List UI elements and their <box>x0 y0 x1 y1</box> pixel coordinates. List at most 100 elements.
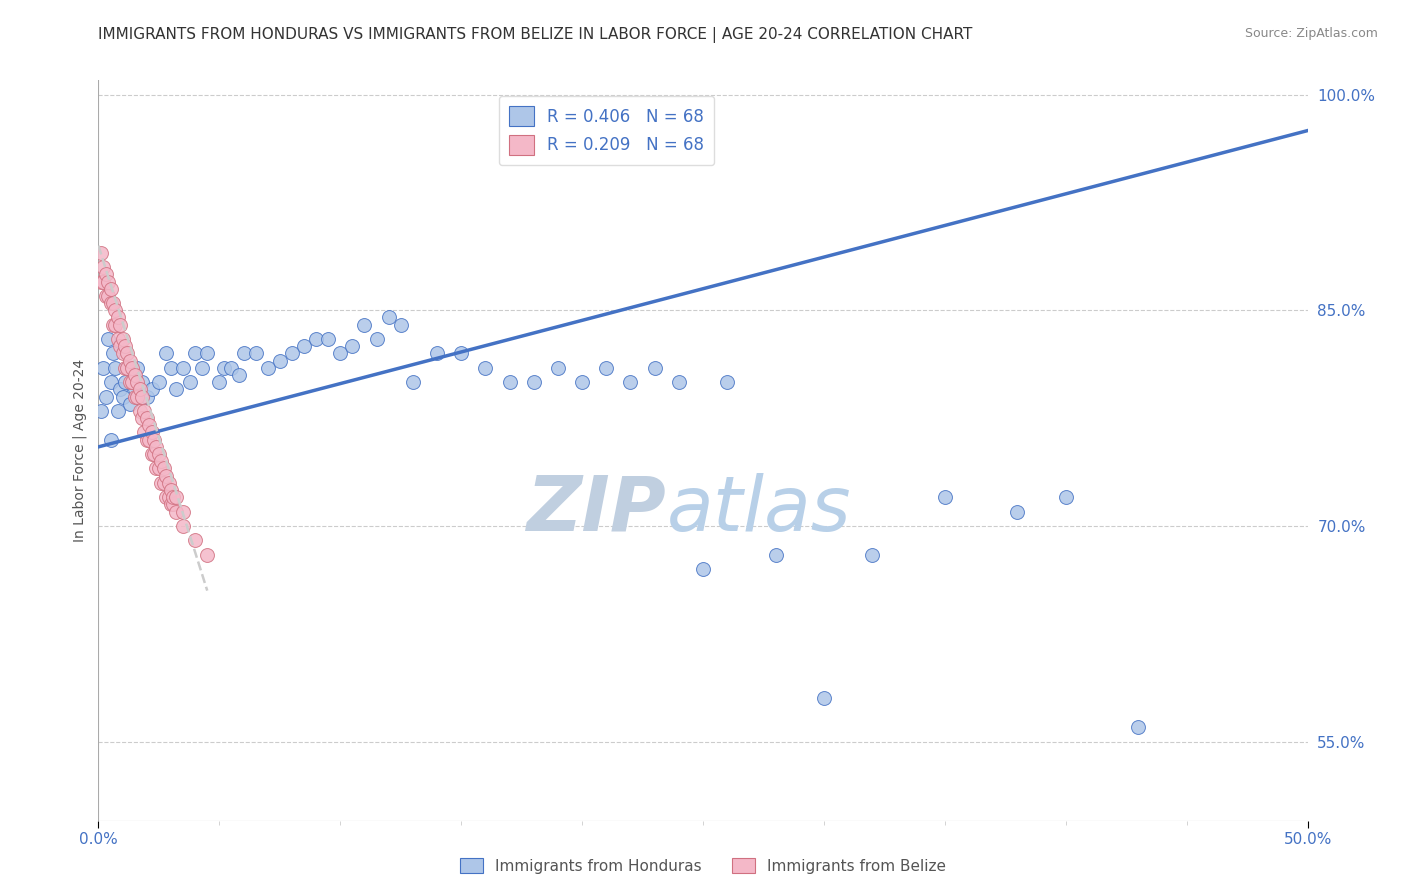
Point <box>172 504 194 518</box>
Point <box>668 375 690 389</box>
Point <box>165 383 187 397</box>
Point <box>179 375 201 389</box>
Point <box>148 447 170 461</box>
Point <box>165 504 187 518</box>
Point <box>148 461 170 475</box>
Point <box>184 533 207 548</box>
Point <box>172 519 194 533</box>
Point <box>160 360 183 375</box>
Point <box>131 390 153 404</box>
Point <box>101 346 124 360</box>
Point <box>228 368 250 382</box>
Point <box>94 390 117 404</box>
Point <box>107 404 129 418</box>
Point <box>692 562 714 576</box>
Point <box>128 404 150 418</box>
Point <box>212 360 235 375</box>
Point <box>100 433 122 447</box>
Point <box>157 490 180 504</box>
Point <box>145 440 167 454</box>
Point <box>329 346 352 360</box>
Point <box>100 375 122 389</box>
Point <box>450 346 472 360</box>
Point <box>108 318 131 332</box>
Point <box>97 332 120 346</box>
Point <box>101 296 124 310</box>
Point <box>1054 490 1077 504</box>
Point <box>121 360 143 375</box>
Point <box>104 303 127 318</box>
Point <box>316 332 339 346</box>
Text: Source: ZipAtlas.com: Source: ZipAtlas.com <box>1244 27 1378 40</box>
Point <box>108 339 131 353</box>
Text: ZIP: ZIP <box>527 473 666 547</box>
Point <box>143 433 166 447</box>
Point <box>94 268 117 282</box>
Point <box>124 390 146 404</box>
Point <box>90 275 112 289</box>
Point <box>1223 849 1246 863</box>
Point <box>100 282 122 296</box>
Point <box>121 375 143 389</box>
Point <box>813 691 835 706</box>
Point <box>474 360 496 375</box>
Point <box>107 310 129 325</box>
Point <box>644 360 666 375</box>
Point <box>256 360 278 375</box>
Point <box>135 390 157 404</box>
Point <box>292 339 315 353</box>
Point <box>117 360 139 375</box>
Point <box>1007 504 1029 518</box>
Point <box>127 375 149 389</box>
Point <box>117 360 139 375</box>
Point <box>377 310 399 325</box>
Point <box>160 483 183 497</box>
Point <box>150 454 173 468</box>
Point <box>101 318 124 332</box>
Point <box>523 375 546 389</box>
Point <box>91 360 114 375</box>
Point <box>184 346 207 360</box>
Legend: R = 0.406   N = 68, R = 0.209   N = 68: R = 0.406 N = 68, R = 0.209 N = 68 <box>499 96 714 165</box>
Point <box>160 497 183 511</box>
Point <box>191 360 214 375</box>
Point <box>245 346 267 360</box>
Point <box>111 332 134 346</box>
Point <box>426 346 449 360</box>
Point <box>155 490 177 504</box>
Point <box>117 346 139 360</box>
Point <box>111 346 134 360</box>
Point <box>305 332 328 346</box>
Point <box>97 289 120 303</box>
Point <box>595 360 617 375</box>
Point <box>208 375 231 389</box>
Point <box>232 346 254 360</box>
Point <box>128 383 150 397</box>
Point <box>1128 720 1150 734</box>
Point <box>765 548 787 562</box>
Point <box>366 332 388 346</box>
Point <box>118 397 141 411</box>
Point <box>498 375 520 389</box>
Point <box>150 475 173 490</box>
Point <box>111 390 134 404</box>
Point <box>141 383 163 397</box>
Point <box>195 346 218 360</box>
Point <box>162 497 184 511</box>
Point <box>108 383 131 397</box>
Point <box>389 318 412 332</box>
Point <box>91 275 114 289</box>
Point <box>716 375 738 389</box>
Point <box>619 375 641 389</box>
Point <box>148 375 170 389</box>
Point <box>97 275 120 289</box>
Point <box>571 375 593 389</box>
Text: IMMIGRANTS FROM HONDURAS VS IMMIGRANTS FROM BELIZE IN LABOR FORCE | AGE 20-24 CO: IMMIGRANTS FROM HONDURAS VS IMMIGRANTS F… <box>98 27 973 43</box>
Point <box>131 411 153 425</box>
Point <box>94 289 117 303</box>
Point <box>281 346 304 360</box>
Point <box>107 332 129 346</box>
Text: atlas: atlas <box>666 473 851 547</box>
Point <box>162 490 184 504</box>
Point <box>90 404 112 418</box>
